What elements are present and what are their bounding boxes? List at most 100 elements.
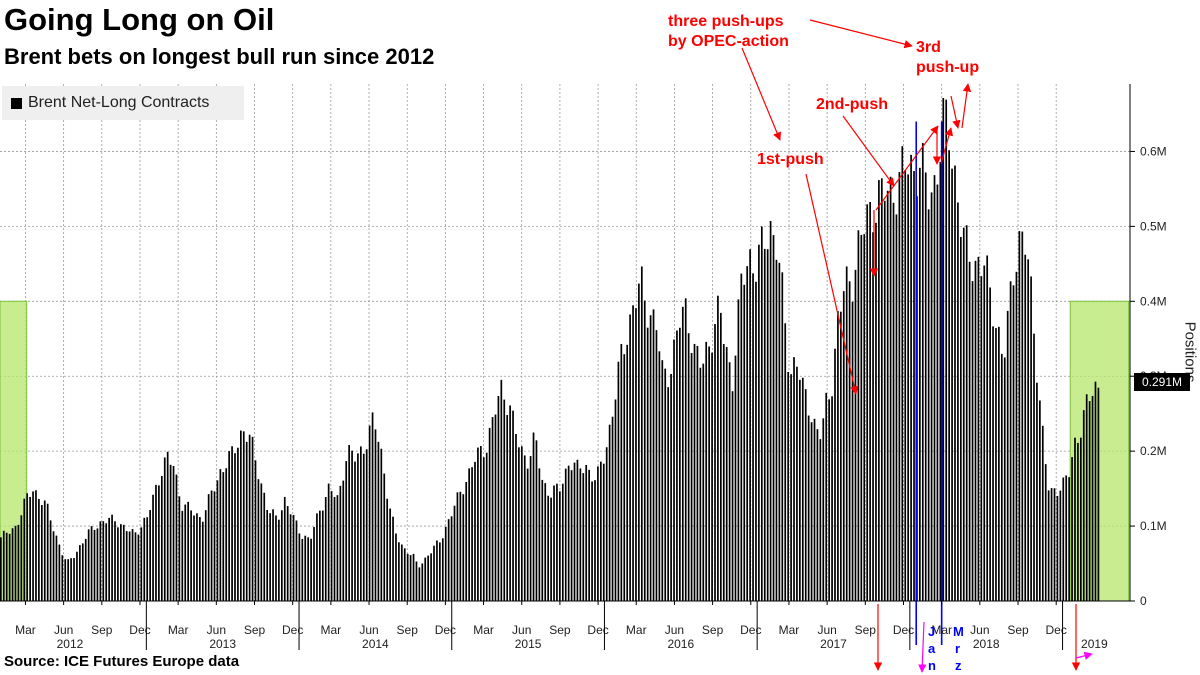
bar (280, 510, 283, 601)
bar (1059, 490, 1062, 601)
bar (96, 528, 99, 601)
bar (35, 490, 37, 601)
bar (131, 529, 134, 601)
bar (79, 545, 81, 601)
bar (658, 351, 661, 601)
arrow-second-push (842, 115, 895, 187)
bar (371, 412, 374, 601)
jan-letter: n (928, 658, 936, 673)
bar (921, 142, 924, 602)
bar (146, 517, 149, 601)
bar (257, 479, 260, 601)
highlight-layer (0, 300, 1130, 602)
bar (87, 529, 90, 601)
bar (1024, 254, 1027, 601)
bar (810, 422, 813, 601)
bar (837, 311, 839, 601)
bar (1003, 357, 1006, 601)
bar (755, 281, 757, 601)
bar (201, 521, 204, 601)
bar (93, 530, 96, 601)
bar (383, 473, 386, 601)
bar (304, 535, 307, 601)
bar (602, 463, 605, 601)
bar (518, 447, 520, 601)
bar (175, 474, 178, 601)
bar (1009, 281, 1012, 601)
bar (737, 299, 740, 601)
x-month-label: Mar (779, 623, 800, 637)
bar (561, 483, 564, 601)
bar (286, 506, 289, 601)
bar (594, 480, 596, 601)
bar (55, 535, 58, 601)
bar (1065, 475, 1068, 601)
bar (553, 485, 555, 601)
bar (319, 510, 321, 601)
bar (242, 431, 245, 601)
bar (444, 526, 447, 601)
bar (392, 516, 394, 601)
bar (1033, 333, 1035, 601)
bar (541, 479, 544, 601)
bar (26, 493, 29, 601)
bar (1053, 488, 1056, 601)
bar (1079, 437, 1082, 601)
bar (904, 170, 907, 601)
bar (717, 295, 719, 601)
bar (403, 548, 406, 601)
bar (959, 236, 962, 602)
arrow-rise-four (940, 127, 954, 165)
bar (61, 555, 64, 601)
bar (76, 551, 78, 601)
bar (1041, 425, 1044, 601)
bar (775, 259, 778, 601)
bar (1047, 490, 1050, 601)
bar (954, 165, 956, 602)
bar (503, 399, 506, 601)
bar (1085, 394, 1088, 601)
bar (412, 553, 415, 601)
x-month-label: Dec (282, 623, 303, 637)
bar (409, 555, 412, 601)
bar (696, 346, 699, 601)
jan-letter: a (928, 641, 936, 656)
bar (1050, 488, 1053, 601)
bar (512, 410, 514, 601)
bar (670, 373, 672, 601)
bar (149, 510, 151, 601)
bar (292, 514, 295, 601)
bar (330, 491, 333, 601)
x-month-label: Jun (970, 623, 989, 637)
bar (266, 509, 269, 601)
arrow-right-2019 (1075, 651, 1093, 660)
bar (181, 510, 184, 601)
bar (1006, 310, 1009, 601)
bar (251, 436, 254, 601)
bar (237, 447, 239, 601)
bar (895, 214, 898, 601)
x-month-label: Jun (207, 623, 226, 637)
bar (919, 167, 921, 601)
x-month-label: Mar (626, 623, 647, 637)
jan-letter: J (928, 624, 936, 639)
bar (907, 174, 910, 601)
bar (854, 269, 857, 601)
bar (0, 537, 2, 601)
bar (283, 496, 286, 601)
bar (128, 531, 131, 601)
bar (629, 314, 631, 601)
bar (102, 521, 105, 601)
bar (520, 446, 523, 601)
bar (883, 200, 886, 601)
bar (199, 517, 201, 601)
bar (415, 561, 418, 601)
bar (676, 330, 678, 601)
bar (395, 533, 397, 601)
x-month-label: Sep (702, 623, 724, 637)
bar (702, 363, 705, 601)
bar (722, 343, 725, 601)
bar (796, 366, 798, 601)
bar (313, 526, 315, 601)
bar (567, 465, 570, 601)
